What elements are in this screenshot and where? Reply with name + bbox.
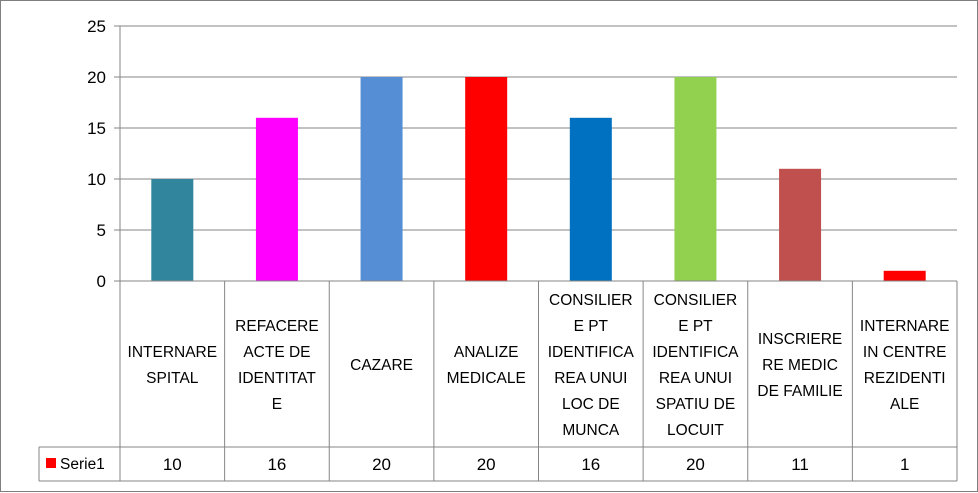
category-label-line: LOCUIT [667, 422, 724, 439]
category-label-line: SPITAL [146, 370, 199, 387]
y-tick-label: 20 [87, 68, 106, 87]
category-label-line: E PT [574, 318, 609, 335]
bar [674, 77, 717, 281]
data-value-label: 20 [372, 455, 391, 474]
y-tick-label: 15 [87, 119, 106, 138]
category-label-line: MUNCA [562, 422, 619, 439]
data-value-label: 16 [267, 455, 286, 474]
bars [151, 77, 926, 281]
y-tick-label: 5 [97, 221, 106, 240]
bar [360, 77, 403, 281]
category-label: INTERNARE SPITAL [128, 344, 218, 387]
category-label-line: RE MEDIC [762, 357, 838, 374]
category-label: ANALIZE MEDICALE [447, 344, 526, 387]
data-table: INTERNARE SPITAL REFACERE ACTE DE IDENTITAT E… [38, 280, 958, 482]
category-label-line: SPATIU DE [656, 396, 736, 413]
category-label: REFACERE ACTE DE IDENTITAT E [235, 318, 319, 413]
category-label-line: IDENTIFICA [652, 344, 739, 361]
category-label-line: E [272, 396, 282, 413]
category-label-line: REA UNUI [554, 370, 627, 387]
legend-swatch [46, 458, 56, 468]
category-label-line: INSCRIERE [758, 331, 842, 348]
gridlines [119, 25, 957, 281]
bar [779, 168, 822, 281]
category-label-line: IDENTITAT [238, 370, 316, 387]
y-tick-label: 25 [87, 17, 106, 36]
category-label-line: CONSILIER [549, 292, 633, 309]
category-label-line: ACTE DE [243, 344, 310, 361]
y-tick-label: 0 [97, 272, 106, 291]
y-axis-ticks: 0 5 10 15 20 25 [87, 17, 120, 291]
category-label-line: LOC DE [562, 396, 620, 413]
category-label-line: REA UNUI [659, 370, 732, 387]
category-label-line: DE FAMILIE [757, 383, 842, 400]
bar [255, 117, 298, 281]
category-label: CONSILIER E PT IDENTIFICA REA UNUI LOC DE MUN… [548, 292, 635, 439]
category-label: INSCRIERE RE MEDIC DE FAMILIE [757, 331, 842, 400]
category-label: CAZARE [350, 357, 413, 374]
data-value-label: 1 [900, 455, 909, 474]
category-label-line: ANALIZE [454, 344, 519, 361]
category-label-line: MEDICALE [447, 370, 526, 387]
category-label: CONSILIER E PT IDENTIFICA REA UNUI SPATIU DE… [652, 292, 739, 439]
category-label-line: REZIDENTI [864, 370, 946, 387]
category-label-line: IDENTIFICA [548, 344, 635, 361]
bar [883, 270, 926, 281]
y-tick-label: 10 [87, 170, 106, 189]
category-label-line: E PT [678, 318, 713, 335]
category-label-line: CONSILIER [654, 292, 738, 309]
bar [465, 77, 508, 281]
category-label-line: REFACERE [235, 318, 319, 335]
category-label-line: IN CENTRE [863, 344, 947, 361]
category-label: INTERNARE IN CENTRE REZIDENTI ALE [860, 318, 950, 413]
data-value-label: 20 [686, 455, 705, 474]
category-label-line: INTERNARE [128, 344, 218, 361]
bar [151, 179, 194, 281]
data-value-label: 16 [581, 455, 600, 474]
legend-label: Serie1 [60, 456, 105, 473]
category-label-line: CAZARE [350, 357, 413, 374]
category-label-line: INTERNARE [860, 318, 950, 335]
data-value-label: 10 [163, 455, 182, 474]
bar [569, 117, 612, 281]
data-value-label: 11 [791, 455, 809, 474]
category-label-line: ALE [890, 396, 919, 413]
data-value-label: 20 [477, 455, 496, 474]
